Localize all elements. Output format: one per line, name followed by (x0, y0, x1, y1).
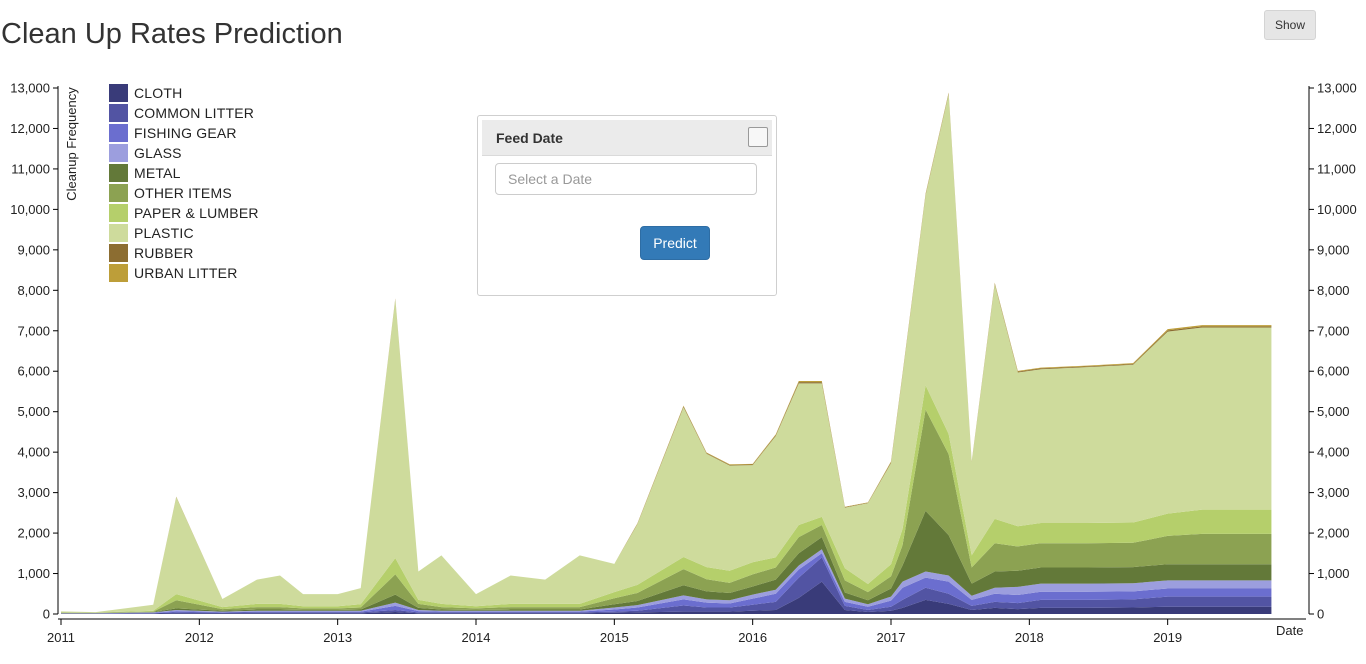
legend-item: CLOTH (109, 83, 259, 103)
legend-item: PAPER & LUMBER (109, 203, 259, 223)
legend-label: URBAN LITTER (134, 265, 238, 281)
legend-swatch (109, 124, 128, 142)
y-tick-label: 8,000 (1317, 283, 1350, 298)
legend-swatch (109, 104, 128, 122)
y-axis-title: Cleanup Frequency (64, 87, 79, 201)
y-tick-label: 11,000 (1317, 161, 1356, 176)
legend-swatch (109, 84, 128, 102)
left-y-axis: 0 1,000 2,000 3,000 4,000 5,000 6,000 7,000 8,00… (10, 81, 59, 622)
legend-label: OTHER ITEMS (134, 185, 232, 201)
legend-label: COMMON LITTER (134, 105, 255, 121)
legend-swatch (109, 244, 128, 262)
legend-label: RUBBER (134, 245, 194, 261)
area-other-items (61, 409, 1272, 613)
y-tick-label: 0 (43, 607, 50, 622)
x-tick-label: 2015 (600, 630, 629, 645)
y-tick-label: 1,000 (1317, 566, 1350, 581)
feed-date-panel: Feed Date Predict (477, 115, 777, 296)
legend-item: PLASTIC (109, 223, 259, 243)
legend-swatch (109, 204, 128, 222)
right-y-axis: 0 1,000 2,000 3,000 4,000 5,000 6,000 7,000 8,00… (1308, 81, 1357, 622)
y-tick-label: 6,000 (17, 364, 50, 379)
y-tick-label: 2,000 (1317, 526, 1350, 541)
y-tick-label: 0 (1317, 607, 1324, 622)
y-tick-label: 9,000 (17, 242, 50, 257)
x-tick-label: 2016 (738, 630, 767, 645)
x-tick-label: 2018 (1015, 630, 1044, 645)
y-tick-label: 2,000 (17, 526, 50, 541)
legend-swatch (109, 264, 128, 282)
y-tick-label: 8,000 (17, 283, 50, 298)
area-metal (61, 510, 1272, 614)
date-input[interactable] (495, 163, 757, 195)
legend-item: FISHING GEAR (109, 123, 259, 143)
legend-label: PAPER & LUMBER (134, 205, 259, 221)
legend-label: PLASTIC (134, 225, 194, 241)
x-tick-label: 2019 (1153, 630, 1182, 645)
x-axis-title: Date (1276, 623, 1303, 638)
legend-label: GLASS (134, 145, 182, 161)
legend-item: METAL (109, 163, 259, 183)
panel-header: Feed Date (482, 120, 772, 156)
x-tick-label: 2017 (877, 630, 906, 645)
legend-swatch (109, 184, 128, 202)
area-plastic (61, 94, 1272, 613)
series-areas (61, 92, 1272, 614)
legend: CLOTH COMMON LITTER FISHING GEAR GLASS METAL… (109, 83, 259, 283)
y-tick-label: 1,000 (17, 566, 50, 581)
panel-title: Feed Date (496, 130, 563, 146)
legend-label: FISHING GEAR (134, 125, 237, 141)
legend-swatch (109, 224, 128, 242)
area-fishing-gear (61, 553, 1272, 614)
legend-label: METAL (134, 165, 181, 181)
legend-item: URBAN LITTER (109, 263, 259, 283)
area-cloth (61, 581, 1272, 614)
y-tick-label: 7,000 (17, 323, 50, 338)
area-glass (61, 549, 1272, 614)
x-tick-label: 2014 (462, 630, 491, 645)
legend-item: OTHER ITEMS (109, 183, 259, 203)
y-tick-label: 9,000 (1317, 242, 1350, 257)
x-tick-label: 2013 (323, 630, 352, 645)
y-tick-label: 6,000 (1317, 364, 1350, 379)
y-tick-label: 4,000 (17, 445, 50, 460)
y-tick-label: 10,000 (10, 202, 50, 217)
page-title: Clean Up Rates Prediction (1, 18, 343, 50)
legend-swatch (109, 144, 128, 162)
y-tick-label: 12,000 (10, 121, 50, 136)
legend-item: RUBBER (109, 243, 259, 263)
y-tick-label: 10,000 (1317, 202, 1357, 217)
show-button[interactable]: Show (1264, 10, 1316, 40)
x-axis: 2011 2012 2013 2014 2015 2016 2017 2018 2019 (47, 618, 1306, 645)
y-tick-label: 13,000 (1317, 81, 1357, 96)
legend-item: COMMON LITTER (109, 103, 259, 123)
y-tick-label: 3,000 (17, 485, 50, 500)
legend-label: CLOTH (134, 85, 183, 101)
y-tick-label: 3,000 (1317, 485, 1350, 500)
y-tick-label: 5,000 (17, 404, 50, 419)
predict-button[interactable]: Predict (640, 226, 710, 260)
y-tick-label: 11,000 (11, 161, 50, 176)
legend-swatch (109, 164, 128, 182)
y-tick-label: 5,000 (1317, 404, 1350, 419)
panel-toggle-checkbox[interactable] (748, 127, 768, 147)
y-tick-label: 12,000 (1317, 121, 1357, 136)
y-tick-label: 7,000 (1317, 323, 1350, 338)
x-tick-label: 2012 (185, 630, 214, 645)
y-tick-label: 13,000 (10, 81, 50, 96)
legend-item: GLASS (109, 143, 259, 163)
x-tick-label: 2011 (47, 630, 75, 645)
y-tick-label: 4,000 (1317, 445, 1350, 460)
